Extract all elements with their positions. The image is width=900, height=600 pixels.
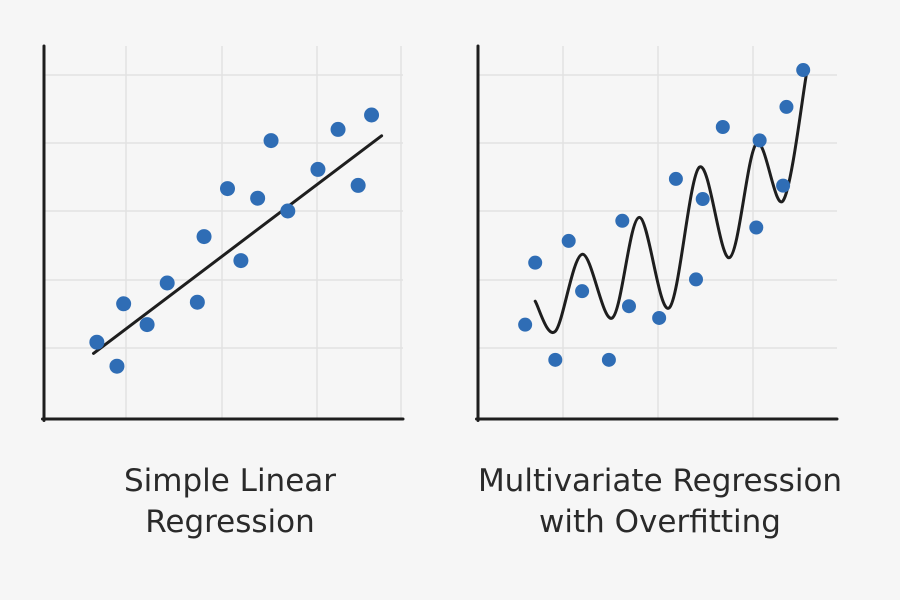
right-data-point	[622, 299, 636, 314]
right-data-point	[652, 310, 667, 325]
right-data-point	[689, 272, 703, 287]
right-data-point	[752, 133, 767, 148]
left-data-point	[350, 177, 366, 193]
left-data-point	[250, 190, 266, 206]
right-data-point	[796, 63, 811, 78]
left-data-point	[263, 133, 279, 149]
left-data-point	[109, 358, 125, 374]
left-chart-title: Simple Linear Regression	[40, 461, 420, 543]
right-data-point	[548, 352, 563, 367]
right-data-point	[715, 120, 730, 134]
right-data-point	[749, 220, 764, 235]
left-data-point	[189, 294, 205, 310]
left-data-point	[310, 161, 326, 177]
right-data-point	[668, 171, 683, 186]
left-chart-title-line-2: Regression	[145, 504, 315, 540]
right-data-point	[615, 213, 630, 228]
left-data-point	[196, 229, 212, 245]
left-data-point	[116, 296, 132, 312]
right-data-point	[695, 192, 710, 207]
right-data-point	[776, 178, 791, 193]
right-data-point	[561, 233, 576, 248]
right-data-point	[779, 99, 794, 114]
left-data-point	[233, 253, 249, 269]
left-data-point	[280, 203, 296, 219]
left-chart-title-line-1: Simple Linear	[123, 463, 337, 499]
right-chart-title-line-1: Multivariate Regression	[477, 463, 843, 499]
left-data-point	[220, 181, 235, 197]
right-data-point	[528, 255, 543, 270]
left-data-point	[159, 275, 175, 291]
left-data-point	[330, 121, 346, 137]
right-chart-title-line-2: with Overfitting	[539, 504, 781, 540]
right-overfit-curve	[533, 71, 809, 335]
left-data-point	[89, 334, 105, 350]
left-data-point	[139, 317, 155, 333]
right-chart-title: Multivariate Regression with Overfitting	[455, 461, 865, 543]
right-data-point	[601, 352, 616, 367]
right-data-point	[518, 317, 533, 332]
right-data-point	[575, 284, 590, 299]
left-regression-line	[92, 134, 384, 355]
left-data-point	[364, 107, 380, 123]
